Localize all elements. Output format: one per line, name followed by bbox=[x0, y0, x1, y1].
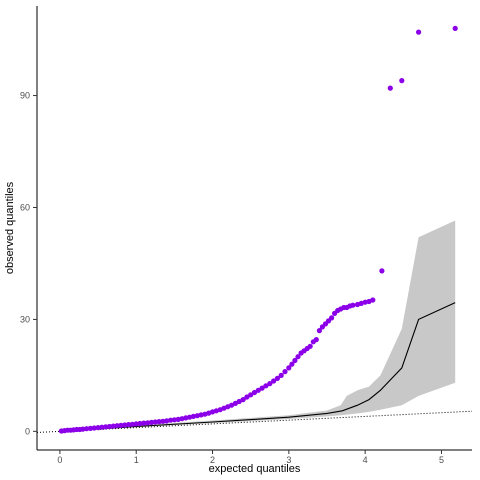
axes: 0 1 2 3 4 5 0 30 60 90 bbox=[20, 6, 472, 465]
data-point bbox=[379, 268, 385, 274]
data-point bbox=[148, 419, 155, 425]
data-point bbox=[358, 300, 364, 306]
data-point bbox=[307, 343, 313, 349]
x-axis-title: expected quantiles bbox=[209, 463, 301, 475]
data-point bbox=[313, 337, 319, 343]
expected-line-layer bbox=[59, 302, 456, 432]
data-point bbox=[267, 381, 273, 387]
data-point bbox=[316, 328, 322, 334]
data-points-layer bbox=[58, 25, 458, 434]
data-point bbox=[126, 422, 132, 428]
data-point bbox=[118, 422, 124, 428]
x-tick-label: 3 bbox=[286, 455, 291, 465]
y-tick-label: 90 bbox=[20, 91, 30, 101]
data-point bbox=[244, 394, 250, 400]
data-point bbox=[133, 421, 139, 427]
data-point bbox=[80, 426, 86, 432]
data-point bbox=[110, 423, 116, 429]
data-point bbox=[236, 398, 242, 405]
data-point bbox=[122, 422, 128, 428]
x-tick-label: 0 bbox=[57, 455, 62, 465]
data-point bbox=[103, 424, 109, 430]
data-point bbox=[171, 417, 177, 423]
x-tick-label: 4 bbox=[363, 455, 368, 465]
data-point bbox=[168, 417, 174, 423]
data-point bbox=[99, 424, 105, 430]
data-point bbox=[160, 418, 166, 424]
data-point bbox=[190, 413, 196, 419]
data-point bbox=[416, 29, 422, 35]
data-point bbox=[145, 420, 151, 426]
data-point bbox=[274, 375, 280, 381]
data-point bbox=[84, 426, 90, 432]
expected-line bbox=[59, 302, 456, 432]
data-point bbox=[292, 357, 298, 364]
data-point bbox=[248, 392, 254, 398]
data-point bbox=[350, 302, 356, 308]
confidence-band-layer bbox=[59, 220, 456, 432]
y-tick-label: 30 bbox=[20, 314, 30, 324]
data-point bbox=[164, 418, 170, 424]
data-point bbox=[387, 85, 393, 91]
data-point bbox=[251, 389, 258, 396]
y-axis-title: observed quantiles bbox=[4, 181, 16, 274]
data-point bbox=[286, 365, 292, 371]
data-point bbox=[240, 397, 246, 403]
data-point bbox=[91, 425, 97, 431]
data-point bbox=[255, 387, 261, 393]
data-point bbox=[129, 421, 135, 427]
data-point bbox=[370, 297, 376, 303]
data-point bbox=[156, 419, 162, 425]
data-point bbox=[263, 383, 269, 389]
data-point bbox=[295, 354, 301, 360]
data-point bbox=[106, 423, 113, 430]
data-point bbox=[329, 315, 335, 321]
data-point bbox=[278, 372, 284, 378]
data-point bbox=[95, 425, 101, 431]
data-point bbox=[282, 369, 288, 375]
data-point bbox=[452, 25, 458, 31]
y-tick-label: 0 bbox=[25, 426, 30, 436]
data-point bbox=[141, 420, 147, 426]
x-tick-label: 1 bbox=[134, 455, 139, 465]
y-tick-label: 60 bbox=[20, 202, 30, 212]
data-point bbox=[87, 425, 93, 431]
data-point bbox=[289, 361, 295, 367]
x-tick-label: 5 bbox=[439, 455, 444, 465]
data-point bbox=[152, 419, 158, 425]
data-point bbox=[114, 423, 120, 429]
x-tick-label: 2 bbox=[210, 455, 215, 465]
confidence-band bbox=[59, 220, 456, 432]
data-point bbox=[271, 378, 277, 384]
data-point bbox=[259, 385, 265, 391]
data-point bbox=[399, 78, 405, 84]
data-point bbox=[213, 408, 219, 414]
data-point bbox=[137, 420, 143, 427]
